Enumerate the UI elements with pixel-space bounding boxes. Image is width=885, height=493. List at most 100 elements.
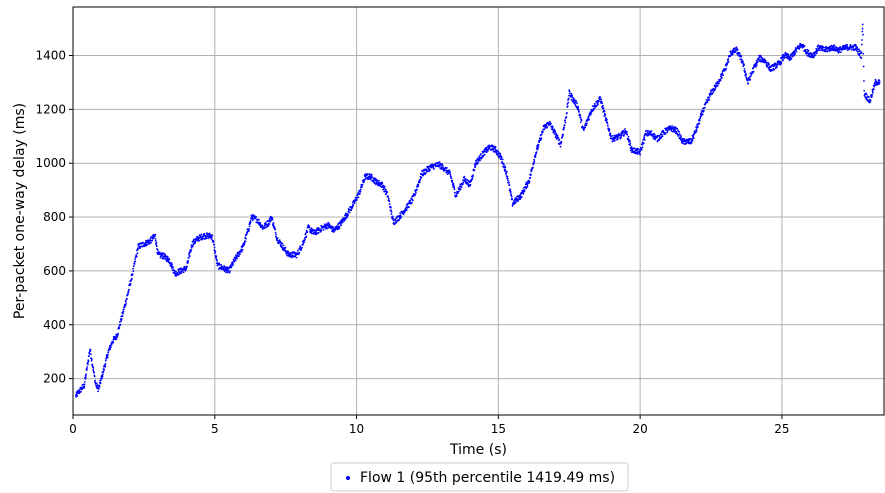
data-point <box>740 55 743 58</box>
data-point <box>214 250 217 253</box>
data-point <box>276 239 279 242</box>
data-point <box>695 128 698 131</box>
data-point <box>109 348 112 351</box>
data-point <box>537 146 540 149</box>
data-point <box>180 272 183 274</box>
data-point <box>127 289 130 291</box>
data-point <box>271 218 274 221</box>
data-point <box>99 379 102 382</box>
data-point <box>93 375 96 378</box>
data-point <box>714 88 716 91</box>
data-point <box>606 122 609 125</box>
data-point <box>636 149 638 152</box>
data-point <box>421 170 424 173</box>
data-point <box>578 110 580 113</box>
data-point <box>112 341 115 344</box>
data-point <box>784 56 786 59</box>
data-point <box>127 293 129 296</box>
data-point <box>545 124 548 127</box>
data-point <box>763 58 766 61</box>
data-point <box>385 193 388 195</box>
data-point <box>708 97 710 99</box>
data-point <box>571 96 574 99</box>
data-point <box>445 167 448 169</box>
data-point <box>739 58 742 61</box>
data-point <box>656 136 658 139</box>
data-point <box>759 59 762 61</box>
data-point <box>297 253 300 256</box>
data-point <box>226 271 229 274</box>
data-point <box>85 367 88 370</box>
data-point <box>637 148 640 151</box>
data-point <box>274 228 277 231</box>
data-point <box>330 227 333 230</box>
data-point <box>611 135 613 137</box>
data-point <box>608 130 611 132</box>
data-point <box>453 187 456 189</box>
data-point <box>520 192 523 195</box>
data-point <box>878 83 881 85</box>
data-point <box>628 139 631 142</box>
data-point <box>532 166 534 169</box>
data-point <box>602 104 604 107</box>
data-point <box>104 364 106 367</box>
data-point <box>584 126 587 129</box>
data-point <box>166 255 169 258</box>
data-point <box>473 169 476 172</box>
data-point <box>122 312 124 315</box>
data-point <box>287 251 290 253</box>
data-point <box>661 135 664 138</box>
data-point <box>555 132 558 135</box>
data-point <box>177 270 180 273</box>
data-point <box>411 199 414 202</box>
data-point <box>210 237 213 240</box>
data-point <box>471 175 474 178</box>
data-point <box>170 262 173 264</box>
data-point <box>244 240 247 243</box>
data-point <box>142 241 145 244</box>
data-point <box>101 375 104 378</box>
data-point <box>98 385 101 388</box>
data-point <box>156 249 159 252</box>
data-point <box>683 139 686 141</box>
data-point <box>503 163 505 166</box>
data-point <box>132 270 135 273</box>
data-point <box>267 224 270 227</box>
data-point <box>736 49 739 51</box>
data-point <box>714 86 717 89</box>
data-point <box>223 265 226 267</box>
data-point <box>846 43 848 46</box>
data-point <box>520 196 523 198</box>
data-point <box>572 101 574 103</box>
data-point <box>568 92 571 94</box>
data-point <box>89 348 92 351</box>
data-point <box>450 175 452 178</box>
data-point <box>212 241 215 243</box>
data-point <box>175 275 178 277</box>
data-point <box>860 43 863 46</box>
data-point <box>829 46 832 49</box>
data-point <box>863 80 865 82</box>
data-point <box>602 107 605 110</box>
data-point <box>101 377 103 380</box>
data-point <box>858 48 860 51</box>
data-point <box>394 219 397 222</box>
data-point <box>752 70 755 73</box>
data-point <box>820 47 823 49</box>
data-point <box>284 246 287 249</box>
data-point <box>246 228 249 230</box>
data-point <box>575 100 578 103</box>
data-point <box>98 384 101 387</box>
x-tick-label: 5 <box>211 422 219 436</box>
data-point <box>417 185 420 187</box>
data-point <box>104 363 107 365</box>
data-point <box>862 65 865 68</box>
data-point <box>485 146 488 149</box>
data-point <box>479 153 482 155</box>
data-point <box>737 54 740 57</box>
data-point <box>121 315 124 317</box>
data-point <box>485 148 488 151</box>
data-point <box>674 126 677 129</box>
data-point <box>576 102 578 105</box>
data-point <box>746 79 749 82</box>
